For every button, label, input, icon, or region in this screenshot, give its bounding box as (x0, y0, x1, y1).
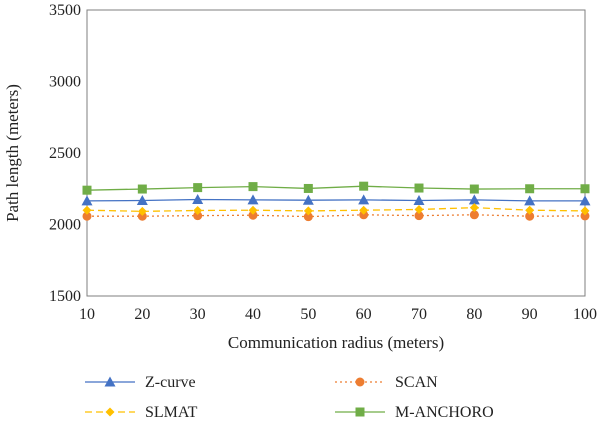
y-tick-label: 2500 (49, 145, 81, 162)
data-point (525, 184, 535, 194)
data-point (137, 206, 147, 216)
x-tick-label: 40 (245, 306, 261, 323)
data-point (414, 183, 424, 193)
y-tick-label: 3000 (49, 74, 81, 91)
data-point (525, 211, 535, 221)
y-axis-title: Path length (meters) (3, 84, 22, 222)
x-tick-label: 20 (134, 306, 150, 323)
data-point (192, 193, 204, 204)
data-point (525, 205, 535, 215)
x-axis-title: Communication radius (meters) (228, 333, 444, 352)
data-point (82, 211, 92, 221)
x-tick-label: 60 (356, 306, 372, 323)
data-point (81, 195, 93, 206)
legend: Z-curve SCAN SLMAT M-ANCHORO (85, 374, 494, 421)
data-point (413, 194, 425, 205)
x-tick-label: 90 (522, 306, 538, 323)
y-axis-ticks: 1500 2000 2500 3000 3500 (49, 2, 81, 305)
data-point (469, 184, 479, 194)
legend-marker (104, 376, 116, 387)
data-point (580, 184, 590, 194)
series-line (86, 198, 585, 202)
y-tick-label: 2000 (49, 217, 81, 234)
data-point (248, 210, 258, 220)
data-point (247, 194, 259, 205)
data-point (302, 194, 314, 205)
data-point (137, 184, 147, 194)
data-point (359, 205, 369, 215)
data-point (468, 194, 480, 205)
legend-item: Z-curve (85, 374, 196, 391)
series-scan (82, 210, 590, 222)
y-tick-label: 1500 (49, 288, 81, 305)
legend-label: SCAN (395, 374, 438, 391)
data-point (414, 211, 424, 221)
x-tick-label: 70 (411, 306, 427, 323)
x-tick-label: 100 (573, 306, 597, 323)
series-z-curve (81, 193, 591, 206)
series-line (86, 206, 586, 212)
x-tick-label: 50 (300, 306, 316, 323)
data-point (303, 183, 313, 193)
data-point (359, 181, 369, 191)
legend-label: SLMAT (145, 404, 198, 421)
legend-marker (105, 407, 115, 417)
legend-marker (355, 377, 365, 387)
series-slmat (82, 203, 590, 216)
data-point (580, 206, 590, 216)
data-point (136, 194, 148, 205)
data-point (82, 185, 92, 195)
data-point (303, 206, 313, 216)
x-axis-ticks: 10 20 30 40 50 60 70 80 90 100 (79, 306, 597, 323)
data-point (193, 183, 203, 193)
series-line (87, 214, 586, 218)
series-line (86, 185, 585, 191)
data-point (193, 211, 203, 221)
legend-label: Z-curve (145, 374, 196, 391)
series-layer (81, 181, 591, 222)
data-point (414, 204, 424, 214)
x-tick-label: 10 (79, 306, 95, 323)
data-point (248, 182, 258, 192)
data-point (469, 210, 479, 220)
data-point (524, 195, 536, 206)
legend-item: SLMAT (85, 404, 198, 421)
data-point (248, 205, 258, 215)
data-point (580, 211, 590, 221)
legend-marker (355, 407, 365, 417)
legend-item: SCAN (335, 374, 438, 391)
data-point (469, 203, 479, 213)
y-tick-label: 3500 (49, 2, 81, 19)
data-point (303, 212, 313, 222)
data-point (82, 205, 92, 215)
x-tick-label: 30 (190, 306, 206, 323)
legend-label: M-ANCHORO (395, 404, 494, 421)
data-point (137, 211, 147, 221)
x-tick-label: 80 (466, 306, 482, 323)
plot-area-frame (86, 9, 586, 297)
legend-item: M-ANCHORO (335, 404, 494, 421)
data-point (579, 195, 591, 206)
data-point (358, 194, 370, 205)
data-point (359, 210, 369, 220)
data-point (193, 205, 203, 215)
series-m-anchoro (82, 181, 590, 195)
